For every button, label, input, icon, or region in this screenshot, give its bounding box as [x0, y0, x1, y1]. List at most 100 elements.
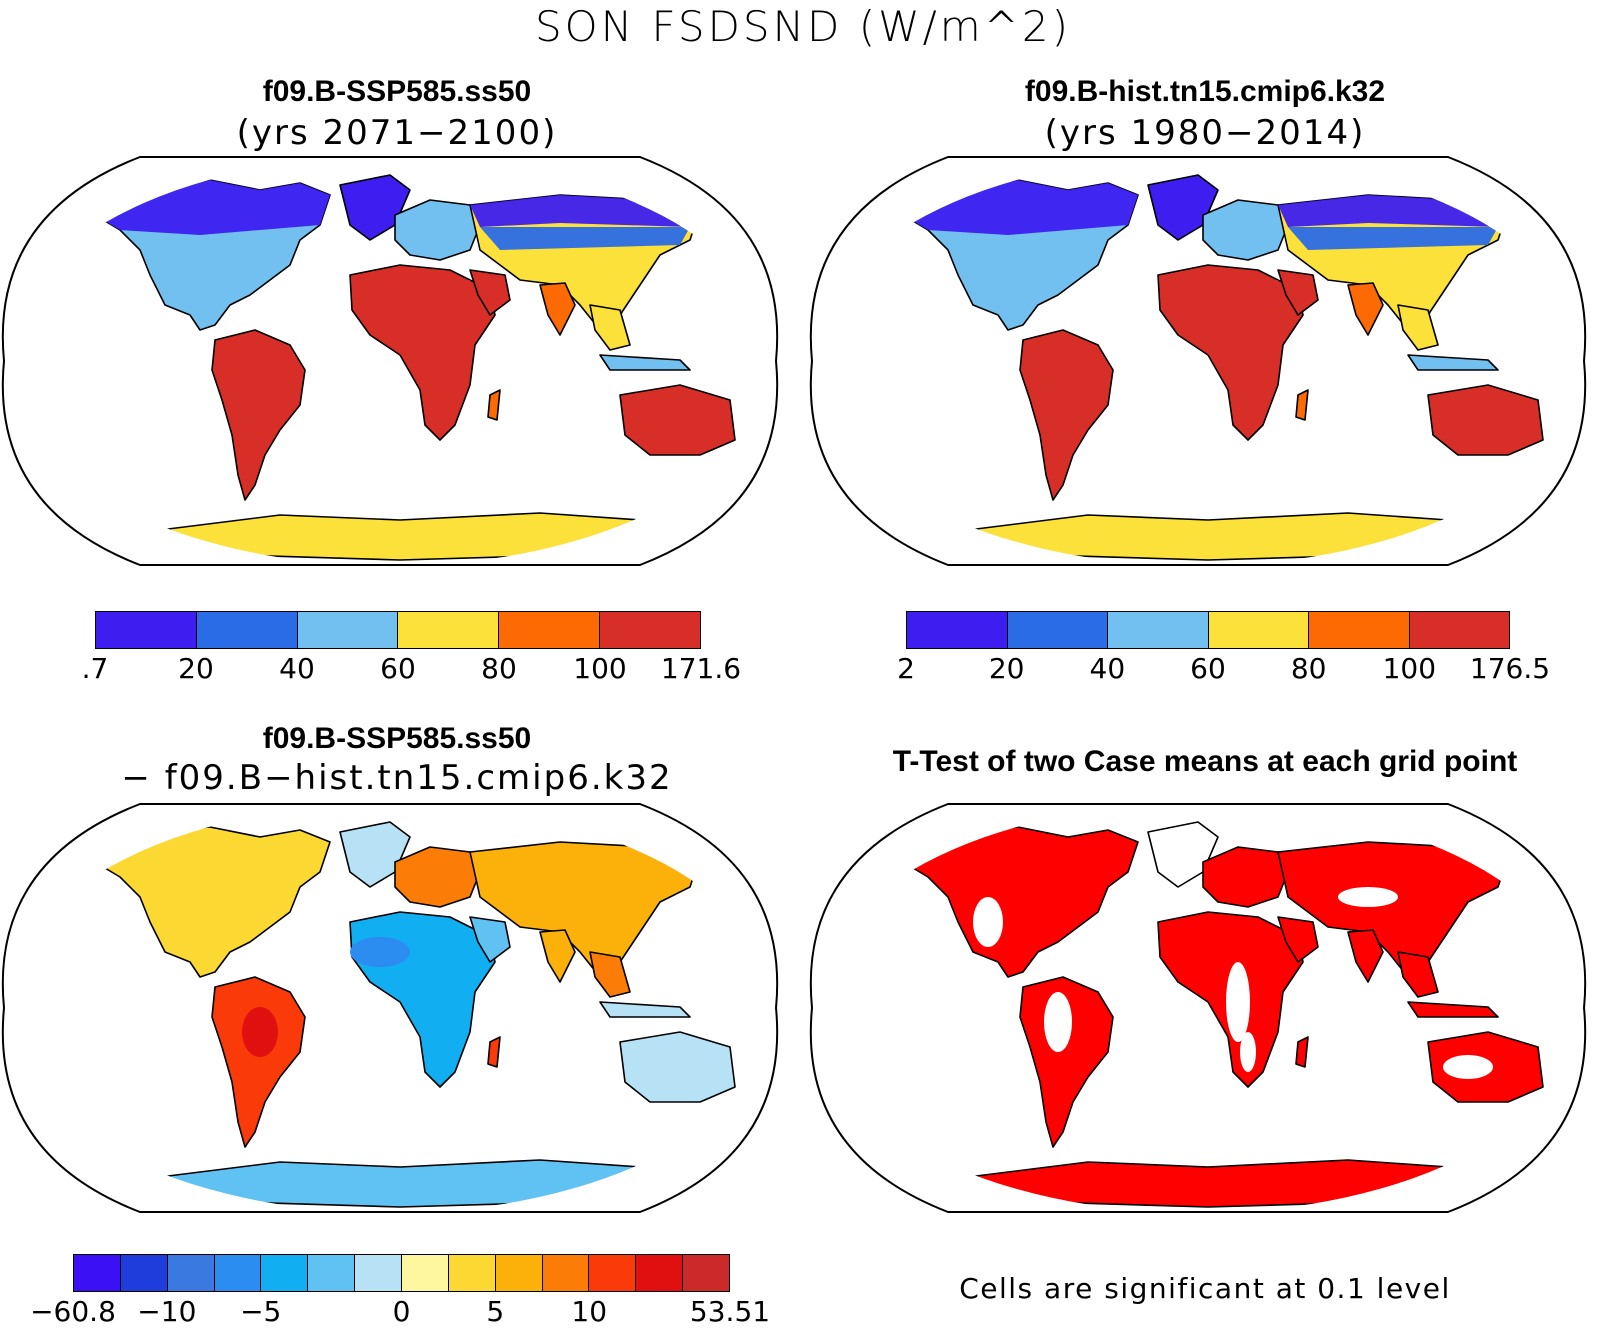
landmass-antarctica [967, 512, 1469, 561]
arctic-band [903, 180, 1138, 235]
colorbar-box [495, 1255, 543, 1291]
colorbar-hist [906, 611, 1510, 649]
landmass-arabia [1277, 916, 1319, 963]
landmass-madagascar [1295, 389, 1309, 421]
colorbar-tick-label: 100 [1382, 652, 1437, 685]
colorbar-tick-label: .7 [81, 652, 109, 685]
colorbar-box [907, 612, 1008, 648]
insignificant-patch [973, 897, 1003, 947]
landmass-india [1347, 929, 1384, 983]
colorbar-box [120, 1255, 168, 1291]
landmass-arabia [469, 916, 511, 963]
landmass-india [539, 929, 576, 983]
landmass-europe [1202, 199, 1289, 261]
colorbar-box [636, 1255, 684, 1291]
colorbar-box [1309, 612, 1410, 648]
landmass-antarctica [159, 512, 661, 561]
landmass-greenland [1147, 821, 1219, 888]
figure-title: SON FSDSND (W/m^2) [535, 2, 1071, 51]
colorbar-box [683, 1255, 730, 1291]
landmass-europe [394, 846, 481, 908]
landmass-europe [1202, 846, 1289, 908]
map-frame [809, 156, 1587, 566]
landmass-australia [1427, 384, 1544, 456]
landmass-antarctica [159, 1159, 661, 1208]
map-ttest [809, 803, 1587, 1213]
colorbar-tick-label: 80 [1290, 652, 1327, 685]
colorbar-tick-label: 20 [178, 652, 214, 685]
landmass-europe [394, 199, 481, 261]
colorbar-box [261, 1255, 309, 1291]
colorbar-box [398, 612, 500, 648]
colorbar-tick-label: 60 [380, 652, 416, 685]
landmass-madagascar [487, 1036, 501, 1068]
colorbar-tick-label: 60 [1190, 652, 1226, 685]
colorbar-tick-label: 0 [392, 1295, 411, 1328]
colorbar-tick-label: 80 [481, 652, 517, 685]
colorbar-box [402, 1255, 449, 1291]
panel-title-ssp585: f09.B-SSP585.ss50 [262, 75, 532, 108]
landmass-indonesia [1407, 354, 1499, 371]
colorbar-tick-label: −10 [137, 1295, 197, 1328]
insignificant-patch [1226, 962, 1250, 1042]
insignificant-patch [1044, 992, 1072, 1052]
landmass-greenland [1147, 174, 1219, 241]
sahara-band [380, 275, 475, 315]
colorbar-tick-label: 20 [988, 652, 1025, 685]
subarctic-band [480, 227, 690, 250]
colorbar-box [448, 1255, 496, 1291]
landmass-northAmerica [94, 826, 331, 978]
landmass-madagascar [487, 389, 501, 421]
colorbar-box [96, 612, 197, 648]
arctic-band [95, 180, 330, 235]
colorbar-ticks-diff: −60.8 −10 −5 0 5 10 53.51 [30, 1295, 770, 1328]
landmass-madagascar [1295, 1036, 1309, 1068]
landmass-seAsia [589, 304, 631, 351]
colorbar-box [542, 1255, 590, 1291]
map-ssp585 [1, 156, 779, 566]
map-diff [1, 803, 779, 1213]
colorbar-box [1108, 612, 1209, 648]
colorbar-tick-label: 10 [571, 1295, 608, 1328]
colorbar-box [1409, 612, 1509, 648]
significance-note: Cells are significant at 0.1 level [959, 1272, 1451, 1305]
panel-subtitle-diff: − f09.B−hist.tn15.cmip6.k32 [121, 758, 673, 798]
insignificant-patch [1338, 887, 1398, 907]
colorbar-box [1007, 612, 1108, 648]
panel-subtitle-ssp585: (yrs 2071−2100) [236, 113, 558, 153]
landmass-southAmerica [211, 329, 306, 501]
landmass-indonesia [599, 354, 691, 371]
colorbar-tick-label: 171.6 [660, 652, 742, 685]
colorbar-box [196, 612, 298, 648]
landmass-greenland [339, 821, 411, 888]
panel-title-ttest: T-Test of two Case means at each grid po… [892, 745, 1518, 778]
map-frame [1, 803, 779, 1213]
colorbar-ticks-ssp585: .7 20 40 60 80 100 171.6 [82, 652, 741, 688]
landmass-southAmerica [1019, 329, 1114, 501]
colorbar-box [167, 1255, 215, 1291]
landmass-india [1347, 282, 1384, 336]
colorbar-ssp585 [95, 611, 701, 649]
landmass-arabia [469, 269, 511, 316]
colorbar-tick-label: 100 [573, 652, 627, 685]
colorbar-tick-label: 2 [897, 652, 915, 685]
colorbar-tick-label: 40 [279, 652, 315, 685]
colorbar-box [600, 612, 700, 648]
sahara-band [1188, 275, 1283, 315]
landmass-seAsia [589, 951, 631, 998]
colorbar-tick-label: 176.5 [1469, 652, 1551, 685]
insignificant-patch [1240, 1032, 1256, 1072]
landmass-australia [619, 1031, 736, 1103]
colorbar-tick-label: −5 [240, 1295, 282, 1328]
landmass-northAmerica [902, 826, 1139, 978]
colorbar-box [499, 612, 601, 648]
colorbar-box [297, 612, 399, 648]
map-hist [809, 156, 1587, 566]
positive-anomaly [242, 1007, 278, 1057]
landmass-australia [619, 384, 736, 456]
colorbar-box [1208, 612, 1309, 648]
landmass-seAsia [1397, 304, 1439, 351]
landmass-india [539, 282, 576, 336]
panel-title-diff: f09.B-SSP585.ss50 [262, 722, 532, 755]
landmass-seAsia [1397, 951, 1439, 998]
